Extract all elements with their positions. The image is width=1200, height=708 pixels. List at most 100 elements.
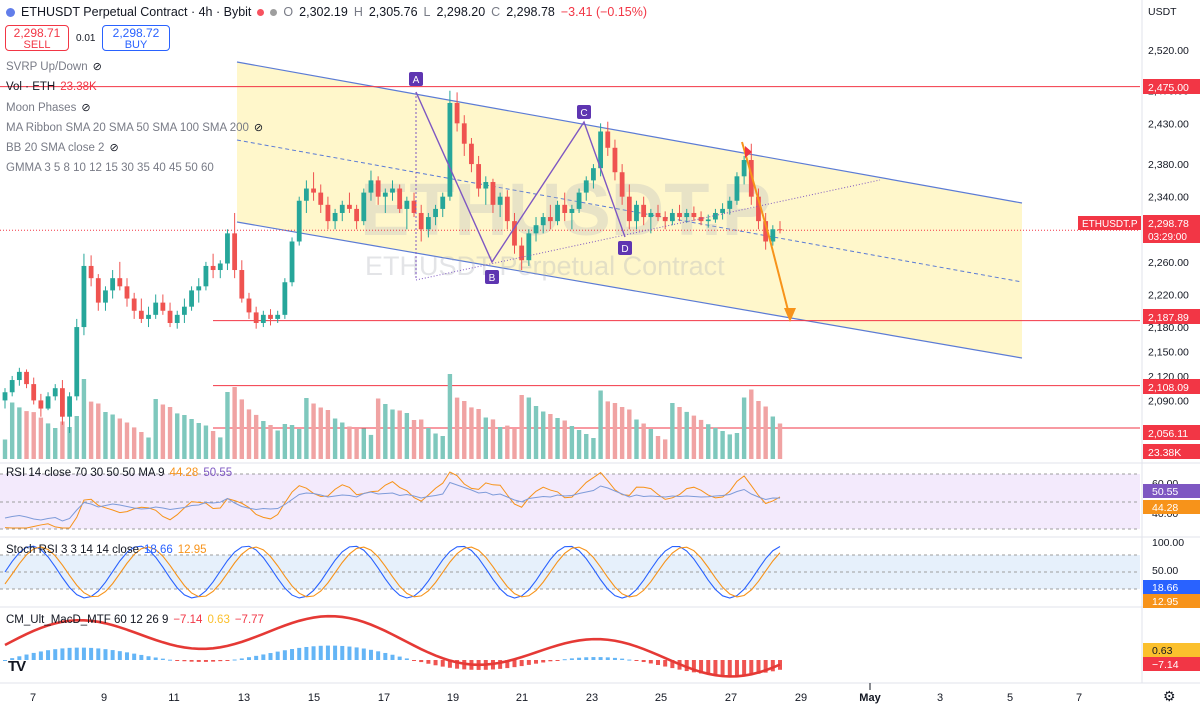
volume-bar	[569, 426, 575, 459]
indicator-rsi[interactable]: RSI 14 close 70 30 50 50 MA 9 44.28 50.55	[6, 467, 232, 479]
candle-body	[74, 327, 80, 397]
candle-body	[763, 221, 769, 242]
price-tag-label: 23.38K	[1148, 447, 1181, 459]
time-tick-label: 23	[586, 692, 598, 704]
volume-bar	[103, 412, 108, 459]
macd-histogram-bar	[261, 654, 266, 660]
price-tag-label: 2,108.09	[1148, 382, 1189, 394]
settings-icon[interactable]: ⚙	[1163, 688, 1176, 704]
macd-histogram-bar	[304, 646, 309, 660]
volume-bar	[763, 406, 768, 459]
macd-histogram-bar	[670, 660, 675, 669]
volume-bar	[131, 427, 137, 459]
pattern-point-badge	[577, 105, 591, 119]
volume-bar	[698, 419, 704, 459]
candle-body	[239, 270, 245, 299]
indicator-macd-value-3: −7.77	[234, 614, 264, 626]
volume-bar	[540, 411, 546, 459]
candle-body	[217, 263, 223, 271]
candle-body	[275, 314, 281, 319]
indicator-svrp[interactable]: SVRP Up/Down ⊘	[6, 60, 102, 74]
macd-histogram-bar	[555, 660, 560, 661]
sell-button[interactable]: 2,298.71 SELL	[5, 25, 69, 51]
indicator-gmma[interactable]: GMMA 3 5 8 10 12 15 30 35 40 45 50 60	[6, 162, 214, 174]
indicator-macd-label: CM_Ult_MacD_MTF 60 12 26 9	[6, 614, 169, 626]
currency-label: USDT	[1148, 6, 1177, 18]
indicator-stoch[interactable]: Stoch RSI 3 3 14 14 close 18.66 12.95	[6, 544, 207, 556]
macd-histogram-bar	[139, 654, 144, 660]
tradingview-logo[interactable]: TV	[8, 658, 26, 675]
candle-body	[189, 290, 194, 307]
hidden-eye-icon[interactable]: ⊘	[109, 142, 119, 154]
volume-bar	[576, 430, 582, 459]
volume-bar	[253, 414, 259, 459]
indicator-moon[interactable]: Moon Phases ⊘	[6, 101, 91, 115]
volume-bar	[203, 425, 209, 459]
volume-bar	[53, 428, 58, 459]
macd-histogram-bar	[3, 660, 7, 661]
candle-body	[425, 217, 431, 230]
indicator-volume-value: 23.38K	[60, 81, 97, 93]
indicator-bb[interactable]: BB 20 SMA close 2 ⊘	[6, 141, 119, 155]
macd-histogram-bar	[232, 659, 237, 661]
indicator-volume[interactable]: Vol · ETH 23.38K	[6, 81, 97, 93]
indicator-moon-label: Moon Phases	[6, 101, 77, 114]
volume-bar	[375, 398, 381, 459]
indicator-ma-ribbon[interactable]: MA Ribbon SMA 20 SMA 50 SMA 100 SMA 200 ⊘	[6, 121, 264, 135]
macd-histogram-bar	[110, 650, 115, 660]
volume-bar	[411, 420, 417, 459]
volume-bar	[670, 403, 675, 459]
volume-bar	[454, 397, 460, 459]
volume-bar	[505, 425, 510, 459]
volume-bar	[225, 392, 230, 459]
indicator-macd[interactable]: CM_Ult_MacD_MTF 60 12 26 9 −7.14 0.63 −7.77	[6, 614, 264, 626]
time-tick-label: 15	[308, 692, 320, 704]
volume-bar	[584, 434, 589, 459]
time-tick-label: 5	[1007, 692, 1013, 704]
macd-histogram-bar	[598, 657, 603, 660]
candle-body	[110, 278, 116, 291]
macd-histogram-bar	[627, 659, 632, 661]
candle-body	[748, 160, 754, 197]
candle-body	[124, 286, 130, 299]
volume-bar	[662, 439, 668, 459]
macd-histogram-bar	[419, 660, 424, 663]
candle-body	[662, 217, 668, 222]
change-value: −3.41 (−0.15%)	[560, 5, 648, 19]
symbol-title[interactable]: ETHUSDT Perpetual Contract · 4h · Bybit	[21, 5, 252, 19]
hidden-eye-icon[interactable]: ⊘	[92, 61, 102, 73]
candle-body	[160, 302, 166, 311]
macd-histogram-bar	[734, 660, 739, 676]
projection-arrow	[741, 141, 791, 319]
hidden-eye-icon[interactable]: ⊘	[81, 102, 91, 114]
volume-bar	[383, 404, 388, 459]
arrow-head-icon	[784, 308, 796, 322]
volume-bar	[734, 433, 740, 459]
marker-icon	[745, 146, 752, 158]
symbol-tag	[1078, 216, 1141, 230]
volume-bar	[146, 437, 151, 459]
candle-body	[303, 188, 309, 201]
low-value: 2,298.20	[436, 5, 486, 19]
macd-histogram-bar	[749, 660, 754, 675]
candle-body	[260, 314, 266, 323]
price-tick-label: 2,340.00	[1148, 192, 1189, 204]
indicator-stoch-value-2: 12.95	[177, 544, 207, 556]
price-tag-label: 2,056.11	[1148, 428, 1188, 440]
symbol-tag-label: ETHUSDT.P	[1082, 219, 1138, 230]
volume-bar	[282, 424, 288, 459]
low-label: L	[423, 5, 431, 19]
candle-body	[203, 265, 209, 287]
macd-histogram-bar	[440, 660, 445, 667]
candle-body	[138, 310, 144, 319]
price-tick-label: 2,520.00	[1148, 45, 1189, 57]
candle-body	[52, 388, 58, 397]
pattern-point-badge	[485, 270, 499, 284]
macd-histogram-bar	[311, 646, 316, 660]
hidden-eye-icon[interactable]: ⊘	[253, 122, 264, 134]
buy-button[interactable]: 2,298.72 BUY	[102, 25, 170, 51]
candle-body	[225, 233, 230, 264]
volume-bar	[512, 429, 517, 459]
volume-bar	[770, 416, 776, 459]
